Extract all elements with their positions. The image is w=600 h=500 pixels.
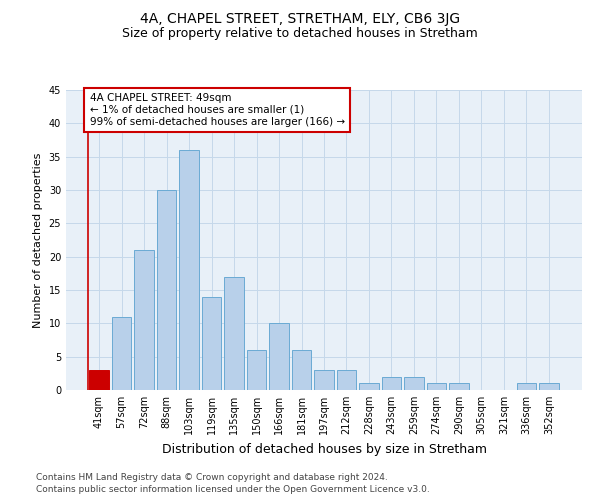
Bar <box>157 190 176 390</box>
Bar <box>292 350 311 390</box>
Text: Contains HM Land Registry data © Crown copyright and database right 2024.: Contains HM Land Registry data © Crown c… <box>36 474 388 482</box>
Bar <box>247 350 266 390</box>
Bar <box>89 370 109 390</box>
Bar <box>359 384 379 390</box>
Bar <box>449 384 469 390</box>
Text: 4A CHAPEL STREET: 49sqm
← 1% of detached houses are smaller (1)
99% of semi-deta: 4A CHAPEL STREET: 49sqm ← 1% of detached… <box>89 94 344 126</box>
Bar <box>112 316 131 390</box>
Bar <box>314 370 334 390</box>
Bar <box>539 384 559 390</box>
Bar <box>179 150 199 390</box>
Bar <box>404 376 424 390</box>
Bar <box>269 324 289 390</box>
Bar <box>382 376 401 390</box>
Text: Contains public sector information licensed under the Open Government Licence v3: Contains public sector information licen… <box>36 485 430 494</box>
Bar <box>517 384 536 390</box>
Bar <box>134 250 154 390</box>
Text: Size of property relative to detached houses in Stretham: Size of property relative to detached ho… <box>122 28 478 40</box>
Text: 4A, CHAPEL STREET, STRETHAM, ELY, CB6 3JG: 4A, CHAPEL STREET, STRETHAM, ELY, CB6 3J… <box>140 12 460 26</box>
X-axis label: Distribution of detached houses by size in Stretham: Distribution of detached houses by size … <box>161 442 487 456</box>
Bar <box>202 296 221 390</box>
Bar <box>224 276 244 390</box>
Bar <box>427 384 446 390</box>
Bar <box>337 370 356 390</box>
Y-axis label: Number of detached properties: Number of detached properties <box>33 152 43 328</box>
